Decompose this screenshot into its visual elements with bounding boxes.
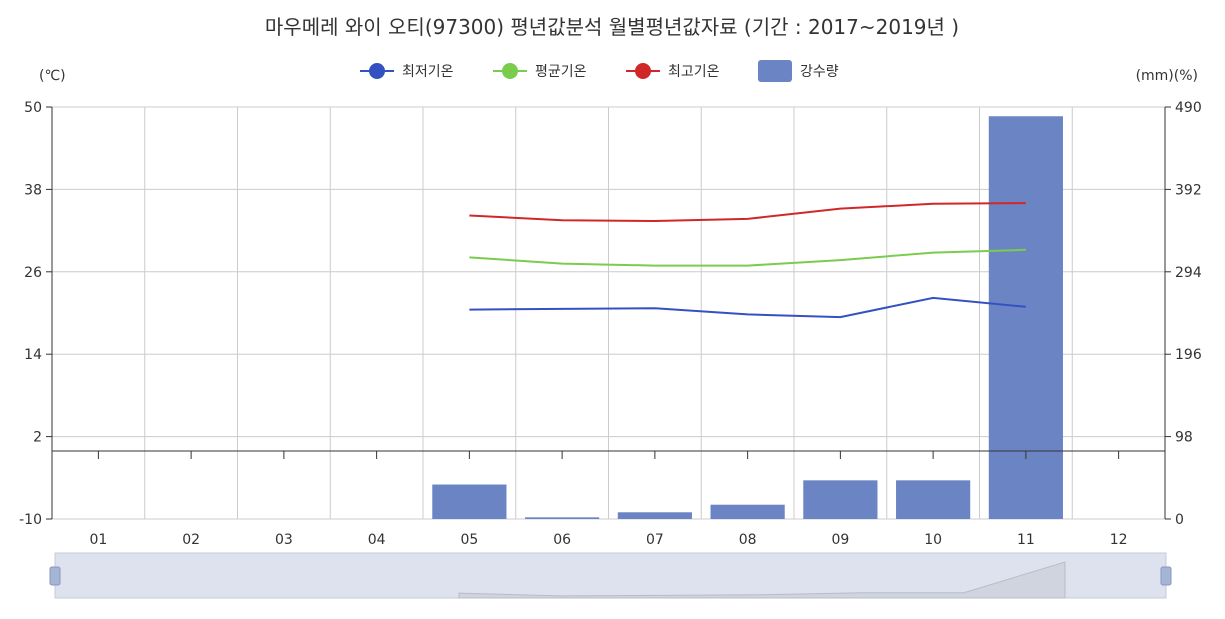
lines (469, 202, 1026, 319)
x-tick-label: 01 (89, 532, 107, 548)
legend-marker-최고기온 (635, 63, 651, 79)
legend-label-최고기온: 최고기온 (668, 64, 720, 80)
x-tick-label: 12 (1110, 532, 1128, 548)
left-tick-label: 26 (24, 265, 42, 281)
zoom-preview-area (458, 561, 1066, 599)
chart-title: 마우메레 와이 오티(97300) 평년값분석 월별평년값자료 (기간 : 20… (265, 15, 959, 39)
series-line-최고기온 (469, 202, 1026, 223)
x-tick-label: 08 (739, 532, 757, 548)
x-tick-label: 07 (646, 532, 664, 548)
legend-label-최저기온: 최저기온 (402, 64, 454, 80)
left-tick-label: -10 (19, 512, 42, 528)
zoom-handle-left[interactable] (49, 566, 61, 586)
right-axis-unit: (mm)(%) (1136, 68, 1198, 84)
data-zoom-slider[interactable] (49, 552, 1172, 599)
zoom-handle-right[interactable] (1160, 566, 1172, 586)
right-tick-label: 0 (1175, 512, 1184, 528)
bar-07 (617, 512, 692, 519)
legend-marker-평균기온 (502, 63, 518, 79)
series-line-평균기온 (469, 248, 1026, 267)
legend-marker-최저기온 (369, 63, 385, 79)
legend[interactable]: 최저기온 평균기온 최고기온 강수량 (360, 60, 839, 82)
left-axis-unit: (℃) (39, 68, 66, 84)
right-tick-label: 392 (1175, 182, 1202, 198)
x-tick-label: 02 (182, 532, 200, 548)
left-tick-label: 38 (24, 182, 42, 198)
bars (432, 116, 1063, 520)
left-tick-label: 2 (33, 430, 42, 446)
x-tick-label: 10 (924, 532, 942, 548)
legend-label-강수량: 강수량 (800, 64, 839, 80)
bar-06 (525, 517, 600, 519)
x-tick-label: 03 (275, 532, 293, 548)
right-tick-label: 196 (1175, 347, 1202, 363)
left-tick-label: 50 (24, 100, 42, 116)
legend-label-평균기온: 평균기온 (535, 64, 587, 80)
axes: -10 2 14 26 38 50 0 98 196 294 392 490 01 02 03 04 05 06 0… (19, 100, 1202, 548)
bar-05 (432, 484, 507, 519)
x-tick-label: 09 (831, 532, 849, 548)
x-tick-label: 06 (553, 532, 571, 548)
right-tick-label: 98 (1175, 430, 1193, 446)
x-tick-label: 04 (368, 532, 386, 548)
bar-09 (803, 480, 878, 519)
left-tick-label: 14 (24, 347, 42, 363)
bar-10 (896, 480, 971, 519)
right-tick-label: 294 (1175, 265, 1202, 281)
bar-08 (710, 504, 785, 519)
right-tick-label: 490 (1175, 100, 1202, 116)
legend-swatch-강수량 (758, 60, 792, 82)
x-tick-label: 05 (460, 532, 478, 548)
x-tick-label: 11 (1017, 532, 1035, 548)
series-line-최저기온 (469, 296, 1026, 319)
